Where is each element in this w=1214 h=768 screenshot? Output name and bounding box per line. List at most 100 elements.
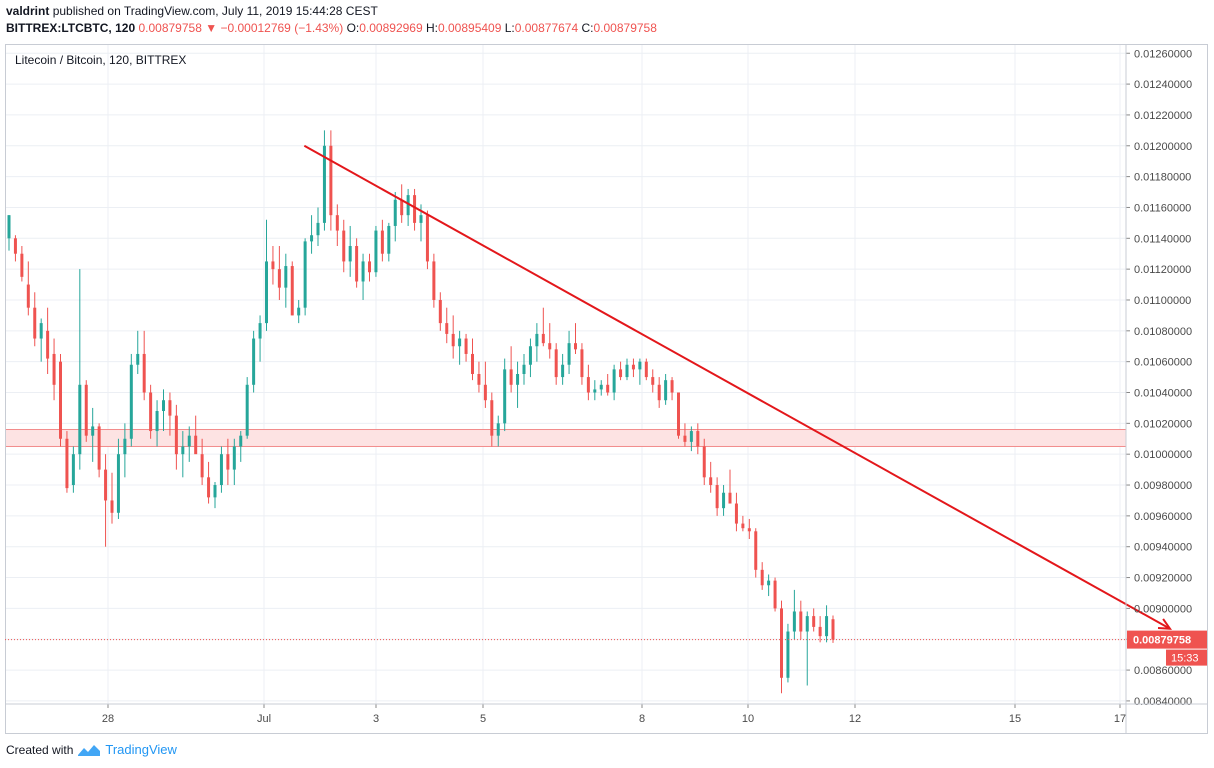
candle-body (483, 384, 487, 401)
candle-body (670, 380, 674, 393)
candle-body (329, 145, 333, 216)
chart-area[interactable]: 0.008400000.008600000.008800000.00900000… (4, 44, 1208, 734)
x-tick-label: 12 (849, 713, 861, 725)
candle (535, 323, 539, 362)
tradingview-brand[interactable]: TradingView (105, 742, 177, 757)
candle-body (683, 435, 687, 442)
y-tick-label: 0.01020000 (1134, 418, 1192, 430)
countdown-badge (1166, 649, 1207, 666)
candle (780, 600, 783, 694)
candle-body (174, 415, 178, 455)
y-tick-label: 0.01100000 (1134, 295, 1191, 307)
candles (7, 130, 835, 694)
y-tick-label: 0.00920000 (1134, 573, 1192, 585)
candle (393, 192, 397, 242)
chart-title: Litecoin / Bitcoin, 120, BITTREX (15, 53, 186, 67)
candle-body (734, 503, 738, 524)
candle-body (535, 333, 539, 347)
published-text: published on TradingView.com, July 11, 2… (52, 4, 378, 18)
candle-body (116, 454, 120, 513)
candle (355, 238, 359, 288)
candle-body (226, 454, 230, 470)
y-tick-label: 0.01160000 (1134, 202, 1191, 214)
candle-body (786, 631, 790, 678)
candle (561, 353, 565, 385)
candle (825, 605, 829, 643)
candle-body (477, 374, 481, 385)
candle-body (799, 611, 803, 632)
candle (516, 361, 520, 408)
candle (168, 392, 172, 436)
candle (567, 330, 571, 374)
candle (799, 600, 803, 640)
candle (71, 446, 75, 493)
candle-body (496, 423, 500, 436)
candle-body (271, 261, 275, 270)
candle-body (599, 384, 603, 390)
candle (239, 431, 243, 462)
candle (425, 210, 429, 270)
trendline-arrow-icon (1157, 618, 1173, 630)
candle-body (322, 145, 326, 223)
candle (181, 431, 185, 478)
candle-body (413, 195, 417, 223)
candle-body (490, 400, 494, 436)
candle (59, 353, 62, 447)
author-name[interactable]: valdrint (6, 4, 50, 18)
candle-body (548, 343, 552, 350)
candle (786, 623, 790, 683)
candle-body (638, 361, 642, 370)
candle (297, 299, 301, 324)
candle-body (258, 323, 262, 339)
candle-body (541, 333, 545, 344)
y-tick-label: 0.01140000 (1134, 233, 1191, 245)
candle (387, 222, 391, 262)
y-tick-label: 0.01240000 (1134, 79, 1192, 91)
candle (767, 574, 771, 597)
candle (612, 364, 616, 401)
candle-body (458, 338, 462, 347)
x-tick-label: 28 (102, 713, 114, 725)
candle (702, 438, 706, 486)
candle (477, 361, 481, 393)
high-label: H: (425, 21, 438, 35)
candle (451, 315, 455, 359)
candle-body (335, 215, 339, 231)
candle (760, 562, 764, 590)
candle-body (574, 343, 577, 350)
candle-body (696, 431, 700, 447)
candle-body (374, 230, 378, 273)
candle (574, 323, 577, 354)
candle (445, 307, 449, 344)
candle (406, 188, 410, 226)
candle (142, 330, 146, 401)
low-value: 0.00877674 (514, 21, 579, 35)
y-tick-label: 0.00940000 (1134, 542, 1192, 554)
candle (496, 415, 500, 447)
candle (490, 392, 494, 447)
candle-body (792, 611, 796, 632)
candle (290, 261, 294, 316)
low-label: L: (504, 21, 515, 35)
candle-body (59, 361, 62, 439)
candle (116, 438, 120, 519)
candle (438, 292, 442, 331)
candle-body (689, 431, 693, 442)
trendline-segment (303, 144, 1171, 630)
candle-body (445, 323, 449, 334)
candle-body (219, 454, 223, 486)
y-tick-label: 0.01040000 (1134, 388, 1192, 400)
candle (97, 423, 101, 478)
candle-body (593, 389, 597, 393)
candle-body (702, 446, 706, 478)
candle-body (200, 454, 204, 478)
candle-body (805, 616, 809, 632)
y-tick-label: 0.01080000 (1134, 326, 1192, 338)
candlestick-chart[interactable]: 0.008400000.008600000.008800000.00900000… (4, 44, 1208, 734)
candle (252, 330, 256, 393)
candle-body (516, 374, 520, 385)
candle (20, 246, 24, 282)
candle-body (355, 246, 359, 282)
candle-body (168, 400, 172, 416)
candle-body (123, 438, 127, 455)
